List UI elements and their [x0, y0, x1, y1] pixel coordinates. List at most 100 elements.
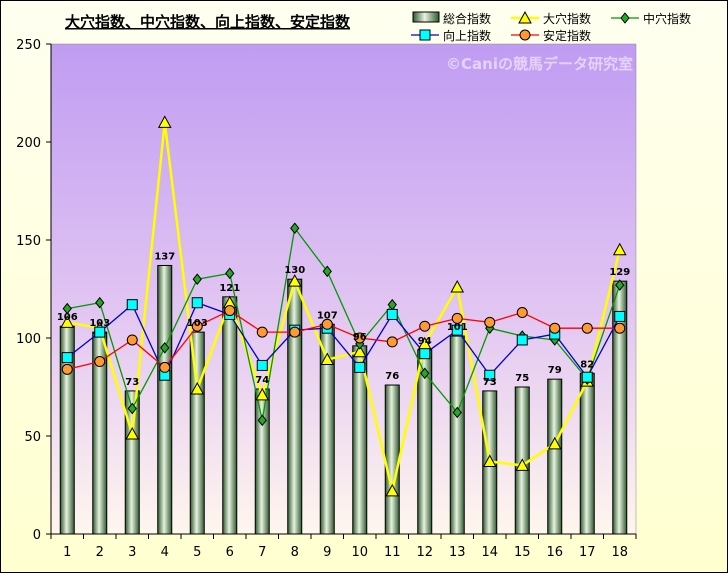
bar-16: [547, 378, 563, 535]
marker-triangle-5: [190, 381, 205, 395]
legend-label: 安定指数: [543, 28, 591, 43]
x-tick-label: 8: [291, 545, 299, 560]
bar-17: [579, 372, 595, 535]
marker-triangle-1: [60, 315, 75, 328]
bar-8: [287, 278, 303, 535]
marker-diamond-12: [420, 367, 430, 380]
marker-circle-18: [614, 322, 626, 334]
marker-circle-1: [61, 363, 73, 375]
x-tick-label: 4: [161, 545, 169, 560]
marker-triangle-16: [547, 436, 562, 450]
marker-square-5: [191, 297, 203, 309]
marker-circle-17: [581, 322, 593, 334]
x-tick-label: 12: [416, 545, 433, 560]
marker-circle-10: [354, 332, 366, 344]
marker-diamond-6: [225, 267, 235, 280]
marker-circle-16: [549, 322, 561, 334]
legend-marker: [519, 29, 531, 41]
marker-square-13: [451, 324, 463, 336]
bar-13: [449, 335, 465, 535]
marker-triangle-3: [125, 426, 140, 440]
x-tick-label: 7: [258, 545, 266, 560]
bar-data-label: 96: [353, 332, 367, 343]
bar-data-label: 82: [580, 359, 594, 370]
marker-triangle-4: [157, 115, 172, 128]
bar-data-label: 130: [284, 265, 305, 276]
marker-square-15: [516, 334, 528, 346]
marker-diamond-4: [160, 341, 170, 354]
marker-diamond-2: [95, 296, 105, 309]
marker-triangle-18: [612, 242, 627, 256]
marker-square-14: [484, 369, 496, 381]
bar-data-label: 79: [548, 365, 562, 376]
marker-triangle-11: [385, 483, 400, 497]
marker-square-2: [94, 326, 106, 338]
marker-square-11: [386, 308, 398, 320]
x-tick-label: 14: [481, 545, 498, 560]
bar-series: [59, 264, 628, 535]
marker-circle-3: [126, 334, 138, 346]
marker-diamond-18: [615, 279, 625, 291]
marker-diamond-5: [192, 273, 202, 286]
x-tick-label: 11: [384, 545, 401, 560]
y-tick-label: 250: [16, 38, 41, 53]
marker-triangle-9: [320, 352, 335, 366]
bar-data-label: 103: [187, 318, 208, 329]
x-tick-label: 3: [128, 545, 136, 560]
x-tick-label: 16: [546, 545, 563, 560]
bar-data-label: 106: [57, 312, 78, 323]
marker-triangle-14: [482, 454, 497, 467]
bar-7: [254, 388, 270, 535]
x-tick-label: 6: [226, 545, 234, 560]
x-tick-label: 5: [193, 545, 201, 560]
x-tick-label: 15: [514, 545, 531, 560]
bar-4: [157, 264, 173, 535]
legend-swatch-bar: [412, 11, 440, 23]
x-tick-label: 2: [96, 545, 104, 560]
legend-marker: [518, 10, 532, 24]
marker-triangle-7: [255, 387, 270, 401]
watermark: ©Caniの競馬データ研究室: [446, 55, 633, 73]
marker-circle-2: [94, 356, 106, 368]
marker-diamond-3: [127, 402, 137, 415]
y-tick-label: 200: [16, 136, 41, 151]
bar-data-label: 107: [317, 310, 338, 321]
marker-triangle-8: [287, 274, 302, 287]
x-tick-label: 1: [63, 545, 71, 560]
x-tick-label: 18: [611, 545, 628, 560]
marker-diamond-8: [290, 222, 300, 235]
marker-circle-11: [386, 336, 398, 348]
marker-square-1: [61, 352, 73, 364]
legend-marker: [419, 29, 431, 41]
x-tick-label: 9: [323, 545, 331, 560]
marker-triangle-10: [352, 344, 367, 358]
marker-circle-12: [419, 320, 431, 332]
marker-diamond-9: [322, 265, 332, 278]
bar-data-label: 76: [385, 371, 399, 382]
bar-data-label: 94: [418, 336, 432, 347]
data-labels: 106 103 73 137 103 121 74 130 107 96 76 94 101 73 75 79…: [57, 251, 630, 387]
marker-circle-14: [484, 316, 496, 328]
legend-label: 総合指数: [443, 11, 491, 26]
bar-data-label: 73: [125, 377, 139, 388]
legend-marker: [620, 12, 630, 24]
y-tick-label: 50: [24, 430, 41, 445]
line-series-1: [67, 122, 621, 492]
bar-5: [189, 331, 205, 535]
x-tick-label: 13: [449, 545, 466, 560]
marker-circle-7: [256, 326, 268, 338]
y-tick-label: 150: [16, 234, 41, 249]
marker-circle-9: [321, 318, 333, 330]
bar-data-label: 129: [609, 267, 630, 278]
marker-circle-8: [289, 326, 301, 338]
y-tick-label: 100: [16, 332, 41, 347]
marker-triangle-13: [450, 279, 465, 293]
legend-label: 中穴指数: [643, 11, 691, 26]
bar-data-label: 101: [447, 322, 468, 333]
marker-square-12: [419, 348, 431, 360]
bar-data-label: 103: [89, 318, 110, 329]
marker-circle-5: [191, 320, 203, 332]
